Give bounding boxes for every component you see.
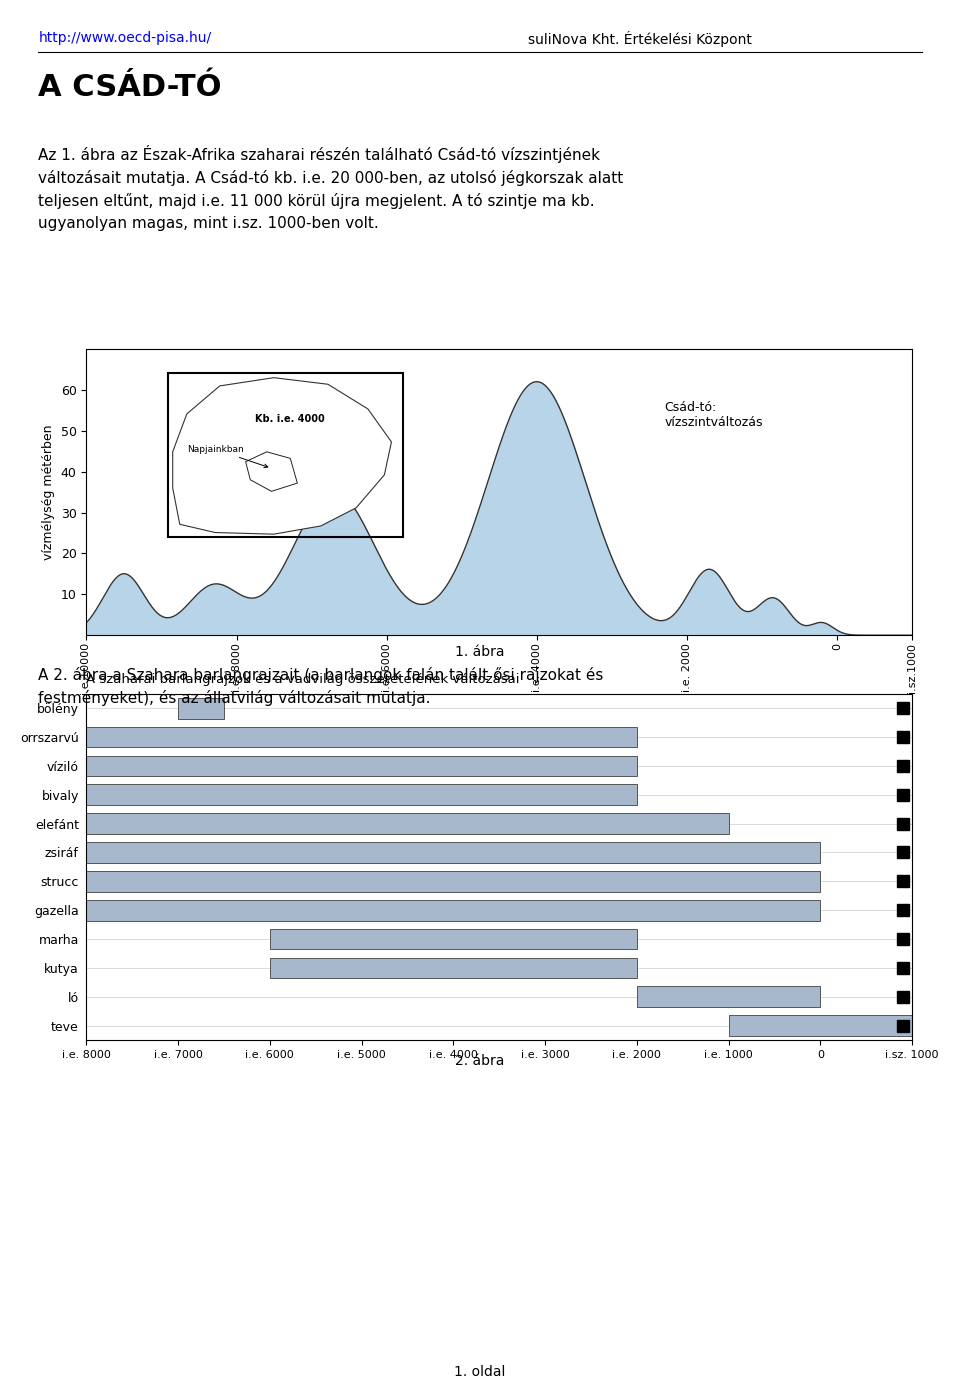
Polygon shape [246, 452, 298, 491]
Text: A CSÁD-TÓ: A CSÁD-TÓ [38, 73, 222, 102]
Bar [86, 900, 820, 920]
Text: Az 1. ábra az Észak-Afrika szaharai részén található Csád-tó vízszintjének
válto: Az 1. ábra az Észak-Afrika szaharai rész… [38, 145, 624, 232]
Bar [270, 928, 636, 949]
Bar [636, 987, 820, 1007]
Bar [86, 814, 729, 833]
Text: A 2. ábra a Szahara barlangrajzait (a barlangok falán talált ősi rajzokat és
fes: A 2. ábra a Szahara barlangrajzait (a ba… [38, 667, 604, 706]
Polygon shape [173, 378, 392, 535]
Bar [86, 755, 636, 776]
Bar [86, 842, 820, 863]
Text: Kb. i.e. 4000: Kb. i.e. 4000 [255, 413, 325, 424]
Y-axis label: vízmélység métérben: vízmélység métérben [42, 424, 55, 560]
Bar [729, 1015, 912, 1036]
Text: A szaharai barlangrajzok és a vadvilág összetételének változásai: A szaharai barlangrajzok és a vadvilág ö… [86, 673, 520, 685]
Text: Napjainkban: Napjainkban [187, 445, 268, 468]
Bar [86, 871, 820, 892]
Text: 1. oldal: 1. oldal [454, 1365, 506, 1379]
Bar [86, 785, 636, 805]
Text: suliNova Kht. Értékelési Központ: suliNova Kht. Értékelési Központ [528, 31, 752, 46]
Bar [86, 727, 636, 747]
Text: Csád-tó:
vízszintváltozás: Csád-tó: vízszintváltozás [664, 401, 763, 429]
Text: 1. ábra: 1. ábra [455, 645, 505, 659]
Bar [270, 958, 636, 979]
Text: http://www.oecd-pisa.hu/: http://www.oecd-pisa.hu/ [38, 31, 211, 45]
Text: 2. ábra: 2. ábra [455, 1054, 505, 1068]
Bar [179, 698, 224, 719]
